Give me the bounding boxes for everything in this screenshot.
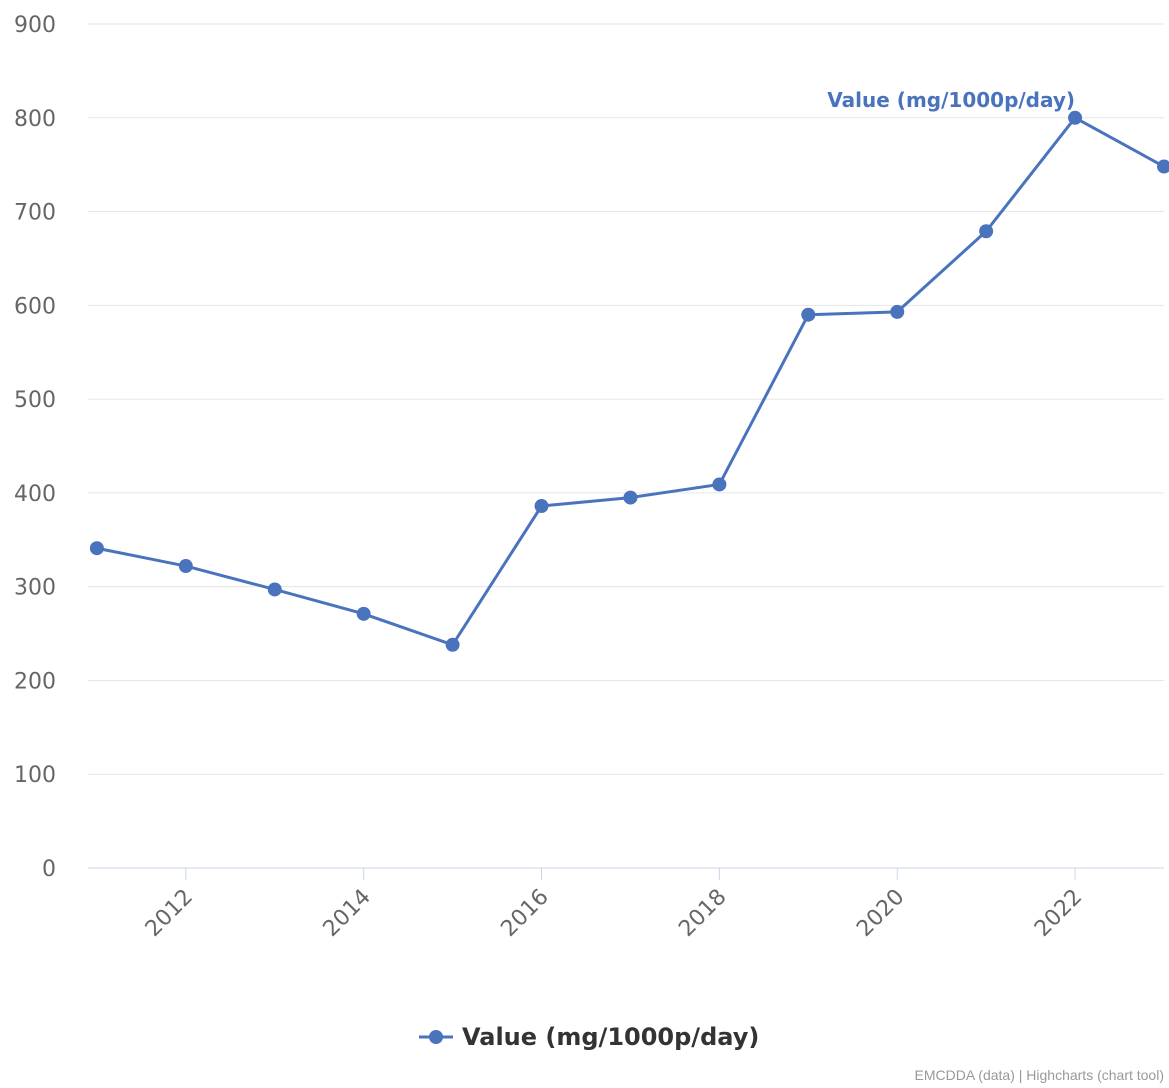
y-tick-label-400: 400 <box>14 482 56 507</box>
data-point-2016 <box>534 499 549 514</box>
data-point-2019 <box>801 307 816 322</box>
data-point-2023 <box>1157 159 1169 174</box>
credits-text[interactable]: EMCDDA (data) | Highcharts (chart tool) <box>915 1067 1165 1083</box>
data-point-2017 <box>623 490 638 505</box>
y-tick-label-600: 600 <box>14 294 56 319</box>
y-tick-label-100: 100 <box>14 763 56 788</box>
x-axis: 2012 2014 2016 2018 2020 2022 <box>88 867 1164 942</box>
x-tick-label-2014: 2014 <box>319 885 376 942</box>
x-tick-label-2020: 2020 <box>852 885 909 942</box>
x-tick-label-2016: 2016 <box>496 885 553 942</box>
data-point-2021 <box>979 224 994 239</box>
y-tick-label-500: 500 <box>14 388 56 413</box>
legend[interactable]: Value (mg/1000p/day) <box>419 1023 759 1051</box>
data-point-2014 <box>356 606 371 621</box>
y-axis: 0 100 200 300 400 500 600 700 800 900 <box>14 13 56 882</box>
legend-marker-symbol <box>429 1030 443 1044</box>
series-group <box>89 110 1169 652</box>
data-point-2012 <box>178 559 193 574</box>
grid-lines <box>88 23 1164 775</box>
data-point-2020 <box>890 304 905 319</box>
y-tick-label-300: 300 <box>14 576 56 601</box>
y-tick-label-800: 800 <box>14 107 56 132</box>
data-point-2011 <box>89 541 104 556</box>
data-point-2022 <box>1068 110 1083 125</box>
data-point-2018 <box>712 477 727 492</box>
x-tick-label-2012: 2012 <box>141 885 198 942</box>
y-tick-label-700: 700 <box>14 201 56 226</box>
series-line-0 <box>95 116 1166 647</box>
data-point-2015 <box>445 637 460 652</box>
x-tick-label-2018: 2018 <box>674 885 731 942</box>
series-peak-label: Value (mg/1000p/day) <box>827 88 1075 112</box>
legend-item-label[interactable]: Value (mg/1000p/day) <box>462 1023 759 1051</box>
y-tick-label-200: 200 <box>14 669 56 694</box>
x-tick-label-2022: 2022 <box>1030 885 1087 942</box>
y-tick-label-900: 900 <box>14 13 56 38</box>
y-tick-label-0: 0 <box>42 857 56 882</box>
data-point-2013 <box>267 582 282 597</box>
